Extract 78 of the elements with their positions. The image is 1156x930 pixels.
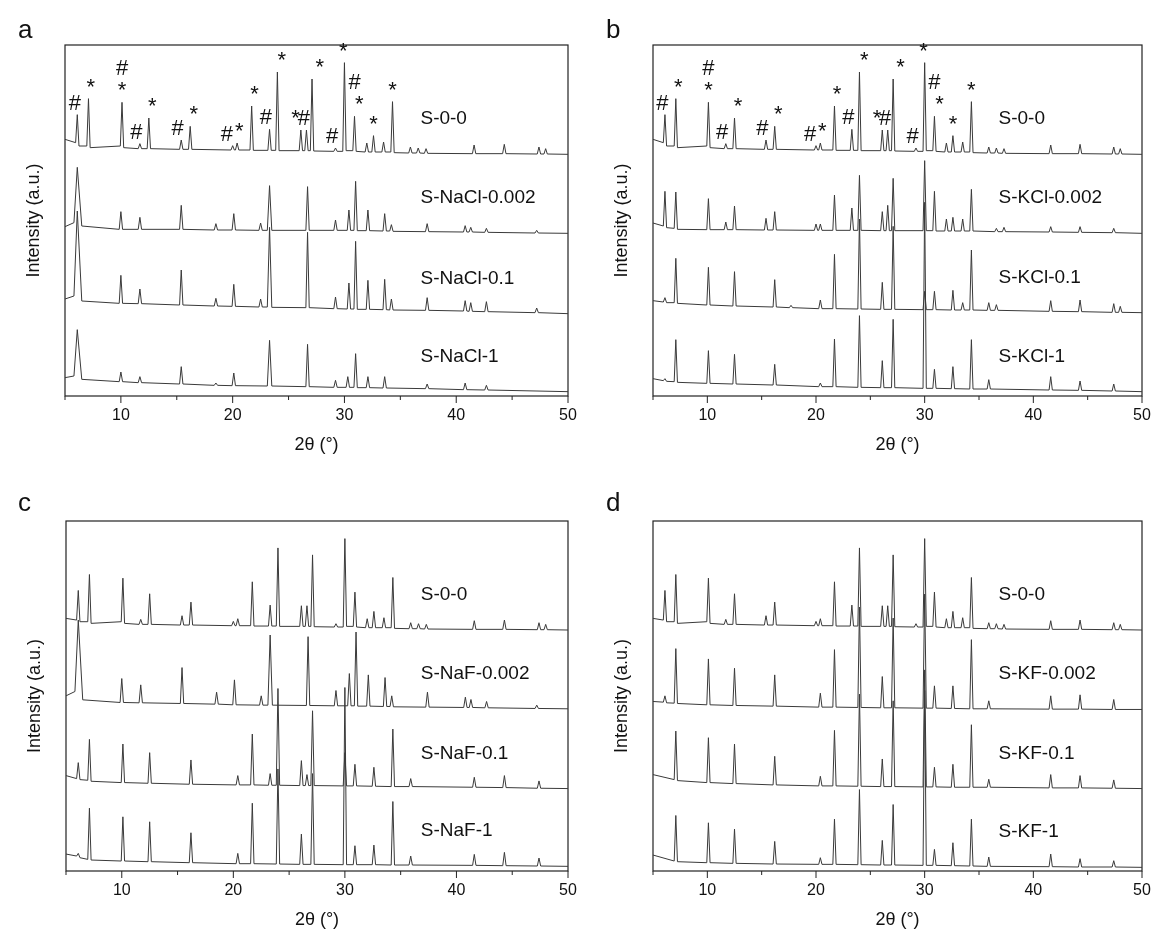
annotation: * [674,73,684,99]
x-tick-label: 10 [112,881,131,898]
x-tick-label: 50 [559,406,577,423]
y-axis-title: Intensity (a.u.) [23,163,43,278]
x-tick-label: 40 [447,881,466,898]
x-tick-label: 10 [698,881,717,898]
series-label: S-KCl-1 [998,344,1066,366]
x-tick-label: 40 [1024,881,1043,898]
annotation: # [756,115,770,140]
annotation: * [388,76,398,102]
x-tick-label: 50 [559,881,577,898]
x-axis-title: 2θ (°) [875,434,920,454]
annotation: * [189,101,199,127]
x-axis-title: 2θ (°) [875,909,920,929]
series-label: S-NaF-1 [420,819,493,841]
annotation: * [369,110,379,136]
annotation: * [774,101,784,127]
series-label: S-KF-0.1 [998,741,1075,763]
x-tick-label: 40 [1024,406,1043,423]
annotation: * [818,118,828,143]
x-tick-label: 10 [111,406,130,423]
x-tick-label: 30 [335,881,354,898]
x-tick-label: 30 [335,406,354,423]
annotation: * [967,76,977,102]
x-tick-label: 30 [915,881,934,898]
x-tick-label: 10 [698,406,717,423]
series-label: S-NaCl-0.002 [420,186,536,208]
chart-title: d [606,487,621,517]
annotation: * [250,81,260,106]
x-tick-label: 20 [224,881,243,898]
y-axis-title: Intensity (a.u.) [24,638,44,754]
annotation: # [716,118,730,144]
annotation: # [842,104,856,130]
annotation: # [259,104,273,130]
x-tick-label: 40 [447,406,466,423]
y-axis-title: Intensity (a.u.) [611,163,631,278]
chart-title: c [18,487,31,517]
chart-title: a [18,14,33,44]
series-label: S-NaCl-1 [420,344,499,366]
series-label: S-NaF-0.1 [420,741,509,763]
annotation: # [906,123,920,148]
annotation: * [235,118,244,143]
annotation: * [860,47,869,72]
series-label: S-NaF-0.002 [420,661,530,683]
x-axis-title: 2θ (°) [294,909,340,929]
x-tick-label: 30 [915,406,934,423]
annotation: * [315,54,325,79]
annotation: # [325,123,339,148]
series-label: S-KF-0.002 [998,662,1096,684]
chart-title: b [606,14,621,44]
x-tick-label: 50 [1133,881,1151,898]
annotation: # [220,120,234,146]
annotation: * [148,93,158,118]
x-tick-label: 50 [1133,406,1151,423]
annotation: * [733,93,743,118]
annotation: * [832,81,842,106]
annotation: # [171,115,185,140]
series-label: S-0-0 [998,107,1046,129]
series-label: S-KF-1 [998,820,1059,842]
x-axis-title: 2θ (°) [294,434,339,454]
y-axis-title: Intensity (a.u.) [611,638,631,754]
x-tick-label: 20 [807,881,825,898]
annotation: # [68,89,82,115]
series-label: S-KCl-0.1 [998,265,1081,287]
series-label: S-NaCl-0.1 [420,266,515,288]
annotation: * [896,54,906,79]
annotation: * [86,73,96,99]
series-label: S-0-0 [420,107,467,129]
x-tick-label: 20 [223,406,242,423]
annotation: * [948,110,958,136]
annotation: # [804,120,818,146]
x-tick-label: 20 [807,406,825,423]
series-label: S-0-0 [998,583,1046,605]
series-label: S-KCl-0.002 [998,186,1103,208]
series-label: S-0-0 [420,583,468,605]
annotation: # [130,118,144,144]
annotation: # [656,89,670,115]
annotation: * [277,47,287,72]
